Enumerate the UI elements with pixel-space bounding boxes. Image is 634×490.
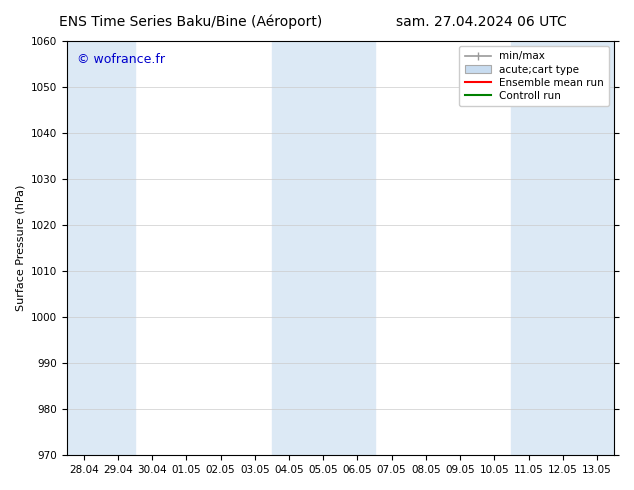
Legend: min/max, acute;cart type, Ensemble mean run, Controll run: min/max, acute;cart type, Ensemble mean … — [460, 46, 609, 106]
Bar — [67, 41, 135, 455]
Bar — [272, 41, 375, 455]
Bar — [512, 41, 614, 455]
Text: © wofrance.fr: © wofrance.fr — [77, 53, 165, 67]
Y-axis label: Surface Pressure (hPa): Surface Pressure (hPa) — [15, 185, 25, 311]
Text: sam. 27.04.2024 06 UTC: sam. 27.04.2024 06 UTC — [396, 15, 567, 29]
Text: ENS Time Series Baku/Bine (Aéroport): ENS Time Series Baku/Bine (Aéroport) — [58, 15, 322, 29]
